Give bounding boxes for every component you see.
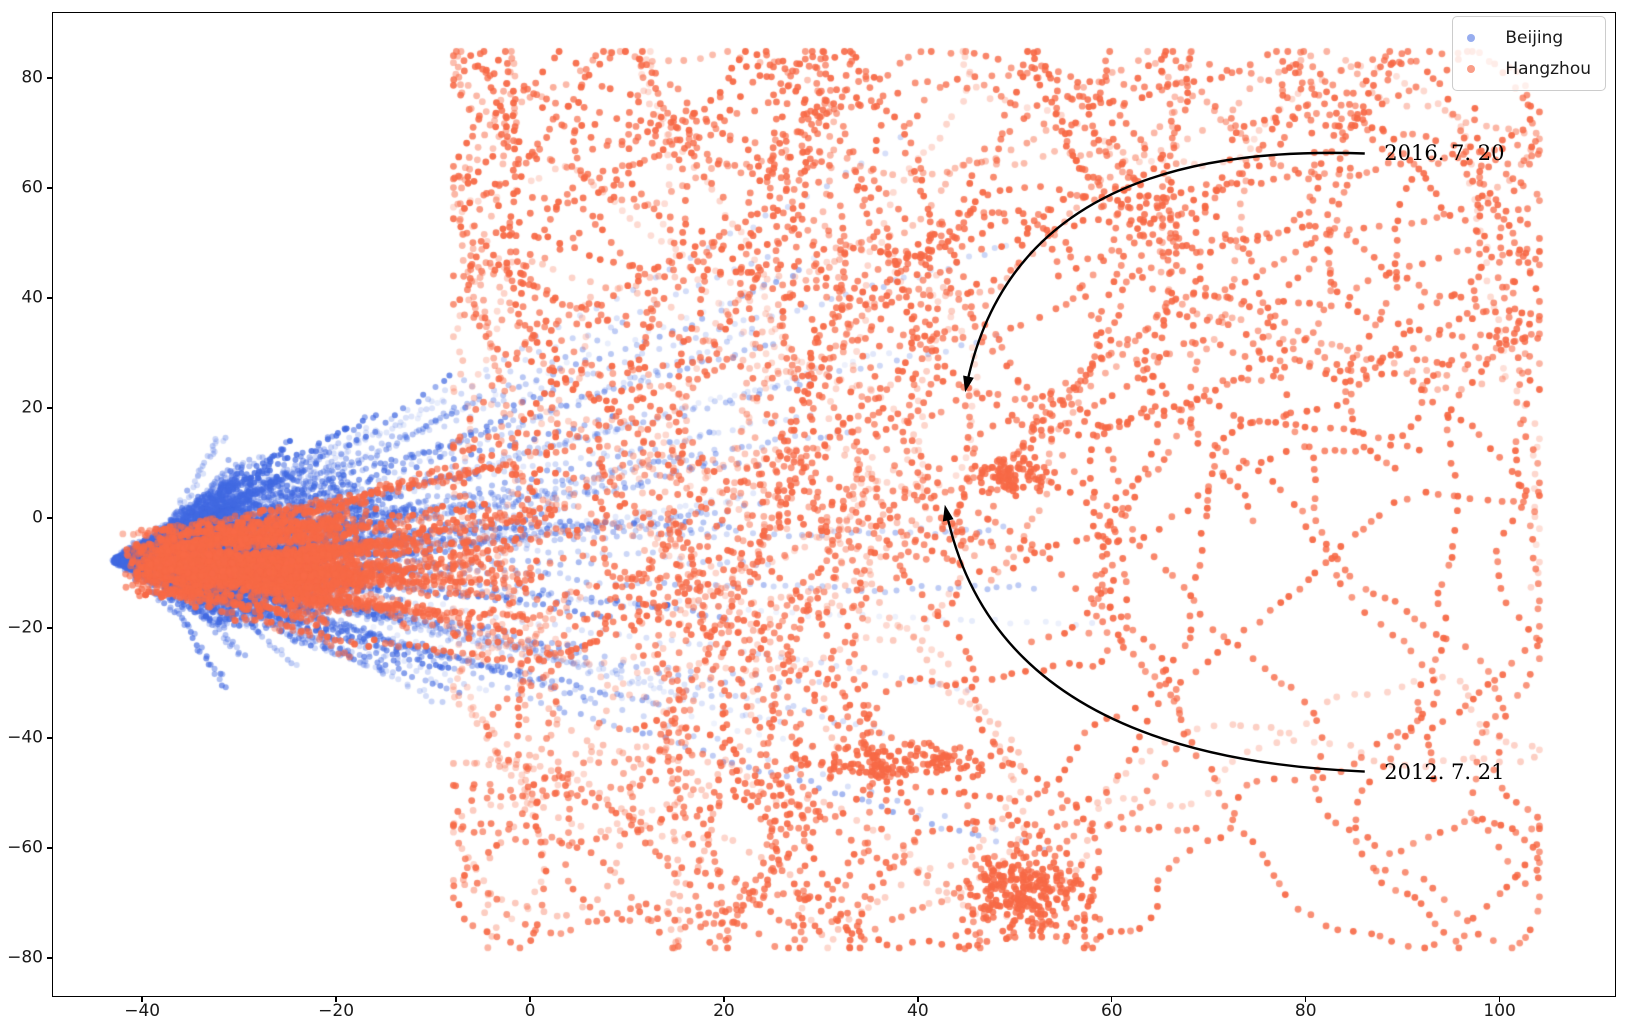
y-tick-label: −60 bbox=[7, 837, 43, 858]
y-tick-mark bbox=[47, 297, 52, 299]
y-tick-mark bbox=[47, 517, 52, 519]
y-tick-label: 40 bbox=[21, 287, 43, 308]
y-tick-label: 60 bbox=[21, 177, 43, 198]
y-tick-label: −20 bbox=[7, 617, 43, 638]
scatter-points-canvas bbox=[53, 13, 1617, 998]
legend-label-hangzhou: Hangzhou bbox=[1505, 59, 1591, 79]
x-tick-mark bbox=[1111, 997, 1113, 1002]
x-tick-mark bbox=[1498, 997, 1501, 1002]
legend: Beijing Hangzhou bbox=[1452, 16, 1606, 91]
y-tick-mark bbox=[47, 407, 52, 409]
y-tick-label: 20 bbox=[21, 397, 43, 418]
x-tick-mark bbox=[335, 997, 337, 1002]
x-tick-label: 100 bbox=[1483, 1001, 1516, 1021]
y-tick-mark bbox=[47, 847, 52, 849]
y-tick-mark bbox=[47, 77, 52, 79]
legend-item-beijing: Beijing bbox=[1453, 28, 1591, 48]
y-tick-label: 0 bbox=[32, 507, 43, 528]
x-tick-label: 40 bbox=[907, 1001, 929, 1021]
y-tick-label: 80 bbox=[21, 67, 43, 88]
legend-marker-beijing-icon bbox=[1467, 34, 1476, 42]
legend-label-beijing: Beijing bbox=[1505, 28, 1564, 48]
y-tick-mark bbox=[47, 737, 52, 739]
x-tick-mark bbox=[1305, 997, 1307, 1002]
x-tick-label: 80 bbox=[1294, 1001, 1317, 1021]
x-tick-label: 20 bbox=[713, 1001, 735, 1021]
y-tick-label: −40 bbox=[7, 727, 43, 748]
x-tick-label: −40 bbox=[124, 1001, 161, 1021]
y-tick-mark bbox=[47, 957, 52, 959]
x-tick-mark bbox=[529, 997, 531, 1002]
x-tick-label: −20 bbox=[318, 1001, 355, 1021]
x-tick-mark bbox=[141, 997, 143, 1002]
y-tick-label: −80 bbox=[7, 947, 43, 968]
x-tick-mark bbox=[723, 997, 725, 1002]
annotation-2016-7-20: 2016. 7. 20 bbox=[1384, 140, 1505, 165]
x-tick-label: 0 bbox=[524, 1001, 536, 1021]
annotation-2012-7-21: 2012. 7. 21 bbox=[1384, 760, 1505, 785]
plot-area: Beijing Hangzhou bbox=[52, 12, 1617, 998]
y-tick-mark bbox=[47, 627, 52, 629]
x-tick-mark bbox=[917, 997, 919, 1002]
legend-marker-hangzhou-icon bbox=[1467, 65, 1476, 73]
y-tick-mark bbox=[47, 187, 52, 189]
legend-item-hangzhou: Hangzhou bbox=[1453, 59, 1591, 79]
x-tick-label: 60 bbox=[1100, 1001, 1123, 1021]
